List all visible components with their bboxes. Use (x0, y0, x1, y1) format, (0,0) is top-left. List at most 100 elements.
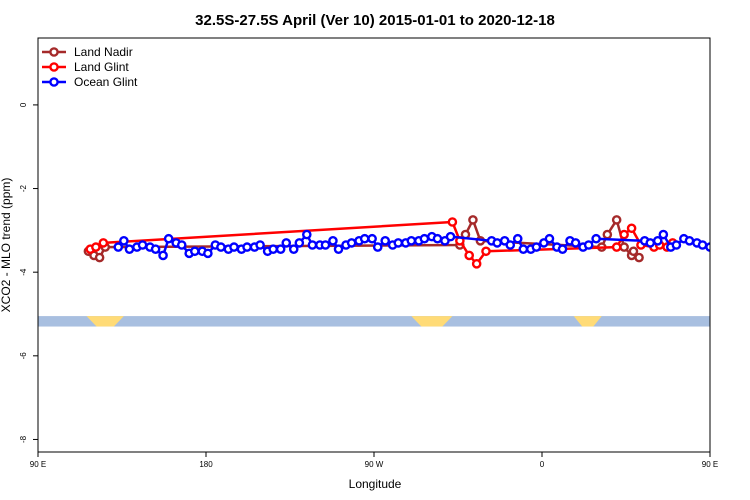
legend-entry-land-glint: Land Glint (42, 60, 129, 74)
legend-entry-land-nadir: Land Nadir (42, 45, 133, 59)
data-point-ocean-glint (281, 238, 292, 248)
data-point-ocean-glint (268, 244, 279, 254)
land-segment-1 (411, 316, 453, 327)
data-point-ocean-glint (113, 242, 124, 252)
data-point-ocean-glint (229, 242, 239, 252)
x-tick-label: 90 W (365, 460, 384, 469)
data-point-land-nadir (628, 246, 639, 257)
data-point-ocean-glint (367, 233, 377, 244)
data-point-ocean-glint (570, 238, 581, 248)
series-ocean-glint (113, 229, 710, 261)
data-point-ocean-glint (294, 238, 305, 248)
legend-label: Land Glint (74, 60, 129, 74)
legend-marker (49, 62, 59, 72)
y-tick-label: -8 (19, 435, 28, 443)
data-point-ocean-glint (591, 233, 601, 244)
data-point-land-nadir (619, 242, 629, 252)
data-point-land-nadir (94, 252, 105, 263)
data-point-ocean-glint (380, 236, 391, 246)
x-tick-label: 90 E (30, 460, 46, 469)
ocean-band (38, 316, 710, 327)
x-tick-label: 0 (540, 460, 545, 469)
data-point-ocean-glint (288, 244, 299, 254)
legend-marker (49, 47, 59, 57)
data-point-land-glint (481, 246, 491, 257)
y-tick-label: -4 (19, 268, 28, 276)
data-point-land-nadir (611, 215, 622, 225)
data-point-ocean-glint (658, 229, 669, 240)
data-point-land-glint (471, 259, 482, 269)
data-point-ocean-glint (242, 242, 252, 252)
data-point-ocean-glint (346, 238, 357, 248)
y-tick-label: 0 (19, 102, 28, 107)
data-point-ocean-glint (163, 233, 174, 244)
data-point-ocean-glint (671, 240, 682, 250)
data-point-ocean-glint (189, 246, 200, 257)
data-point-ocean-glint (333, 244, 344, 254)
data-point-ocean-glint (531, 242, 542, 252)
data-point-ocean-glint (328, 236, 338, 246)
data-point-ocean-glint (544, 233, 555, 244)
data-point-ocean-glint (124, 244, 135, 254)
series-layer (83, 215, 710, 269)
data-point-land-glint (464, 250, 475, 261)
data-point-ocean-glint (518, 244, 529, 254)
legend-marker (49, 77, 59, 87)
data-point-ocean-glint (119, 236, 129, 246)
data-point-ocean-glint (255, 240, 265, 250)
data-point-ocean-glint (583, 240, 594, 250)
y-tick-label: -6 (19, 352, 28, 360)
data-point-land-glint (447, 217, 458, 227)
land-segment-2 (573, 316, 602, 327)
y-axis-label: XCO2 - MLO trend (ppm) (0, 178, 13, 313)
data-point-land-glint (98, 238, 109, 248)
data-point-land-glint (619, 229, 629, 240)
data-point-ocean-glint (419, 233, 430, 244)
data-point-land-nadir (602, 229, 613, 240)
x-axis: 90 E 180 90 W 0 90 E (30, 452, 718, 469)
data-point-ocean-glint (203, 248, 213, 259)
legend-label: Ocean Glint (74, 75, 138, 89)
chart-title: 32.5S-27.5S April (Ver 10) 2015-01-01 to… (195, 12, 555, 29)
data-point-ocean-glint (307, 240, 318, 250)
data-point-ocean-glint (406, 236, 417, 246)
data-point-land-glint (611, 242, 622, 252)
land-ocean-band (38, 316, 710, 327)
data-point-ocean-glint (216, 242, 226, 252)
data-point-ocean-glint (705, 242, 710, 252)
data-point-ocean-glint (275, 244, 286, 254)
data-point-ocean-glint (393, 238, 404, 248)
data-point-ocean-glint (557, 244, 568, 254)
data-point-ocean-glint (176, 240, 187, 250)
data-point-land-nadir (634, 252, 644, 263)
data-point-ocean-glint (684, 236, 695, 246)
data-point-ocean-glint (320, 240, 331, 250)
y-axis: 0 -2 -4 -6 -8 (19, 102, 38, 443)
y-tick-label: -2 (19, 184, 28, 192)
data-point-ocean-glint (445, 231, 456, 242)
data-point-land-glint (91, 242, 101, 252)
data-point-ocean-glint (652, 236, 663, 246)
data-point-land-nadir (468, 215, 478, 225)
x-axis-label: Longitude (349, 477, 402, 491)
legend-label: Land Nadir (74, 45, 133, 59)
legend-entry-ocean-glint: Ocean Glint (42, 75, 138, 89)
data-point-ocean-glint (137, 240, 148, 250)
data-point-ocean-glint (359, 233, 370, 244)
x-tick-label: 90 E (702, 460, 718, 469)
data-point-ocean-glint (150, 244, 161, 254)
data-point-ocean-glint (158, 250, 168, 261)
data-point-ocean-glint (512, 233, 523, 244)
data-point-ocean-glint (697, 240, 708, 250)
data-point-ocean-glint (505, 240, 516, 250)
data-point-ocean-glint (492, 238, 503, 248)
data-point-ocean-glint (301, 229, 312, 240)
data-point-land-glint (626, 223, 637, 234)
data-point-ocean-glint (432, 233, 443, 244)
land-segment-0 (86, 316, 124, 327)
data-point-ocean-glint (645, 238, 656, 248)
x-tick-label: 180 (199, 460, 213, 469)
data-point-ocean-glint (372, 242, 383, 252)
